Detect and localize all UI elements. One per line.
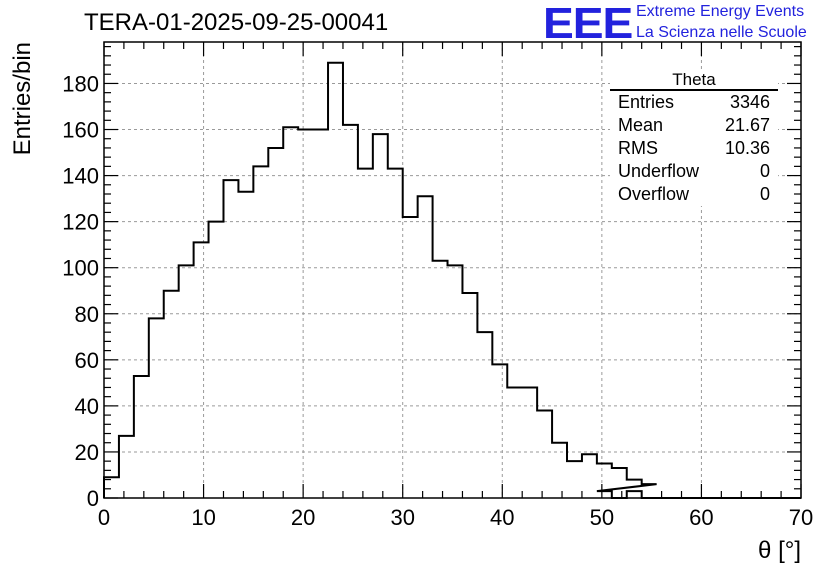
stats-value: 21.67	[724, 115, 770, 135]
y-axis-label: Entries/bin	[9, 42, 36, 155]
x-tick-label: 10	[191, 505, 215, 530]
y-tick-label: 120	[62, 210, 99, 235]
run-title: TERA-01-2025-09-25-00041	[84, 9, 389, 36]
x-axis-label: θ [°]	[758, 537, 801, 564]
x-tick-label: 50	[590, 505, 614, 530]
stats-label: Mean	[618, 115, 664, 135]
stats-rows: Entries 3346 Mean 21.67 RMS 10.36 Underflow 0 Ov…	[610, 91, 778, 206]
y-tick-label: 180	[62, 71, 99, 96]
histogram-series	[103, 61, 801, 499]
y-tick-label: 100	[62, 256, 99, 281]
y-tick-label: 60	[75, 348, 99, 373]
plot-frame	[103, 41, 802, 499]
stats-row-underflow: Underflow 0	[610, 160, 778, 183]
y-tick-label: 160	[62, 118, 99, 143]
x-tick-label: 70	[789, 505, 813, 530]
stats-row-overflow: Overflow 0	[610, 183, 778, 206]
stats-value: 3346	[729, 92, 770, 112]
stats-label: Underflow	[618, 161, 700, 181]
org-name-line2: La Scienza nelle Scuole	[636, 24, 807, 41]
stats-value: 10.36	[724, 138, 770, 158]
x-tick-label: 20	[291, 505, 315, 530]
y-tick-label: 40	[75, 394, 99, 419]
stats-label: RMS	[618, 138, 658, 158]
x-tick-label: 40	[490, 505, 514, 530]
stats-row-entries: Entries 3346	[610, 91, 778, 114]
y-tick-label: 20	[75, 440, 99, 465]
y-tick-label: 0	[87, 486, 99, 511]
x-tick-label: 30	[390, 505, 414, 530]
y-tick-label: 80	[75, 302, 99, 327]
x-tick-label: 60	[689, 505, 713, 530]
stats-box: Theta Entries 3346 Mean 21.67 RMS 10.36 Underf…	[610, 70, 778, 206]
stats-row-mean: Mean 21.67	[610, 114, 778, 137]
stats-label: Entries	[618, 92, 675, 112]
stats-value: 0	[759, 184, 770, 204]
x-tick-label: 0	[98, 505, 110, 530]
eee-logo: EEE	[543, 0, 633, 48]
y-tick-label: 140	[62, 164, 99, 189]
org-name-line1: Extreme Energy Events	[636, 3, 805, 20]
stats-value: 0	[759, 161, 770, 181]
stats-row-rms: RMS 10.36	[610, 137, 778, 160]
stats-title: Theta	[610, 70, 778, 91]
stats-label: Overflow	[618, 184, 690, 204]
